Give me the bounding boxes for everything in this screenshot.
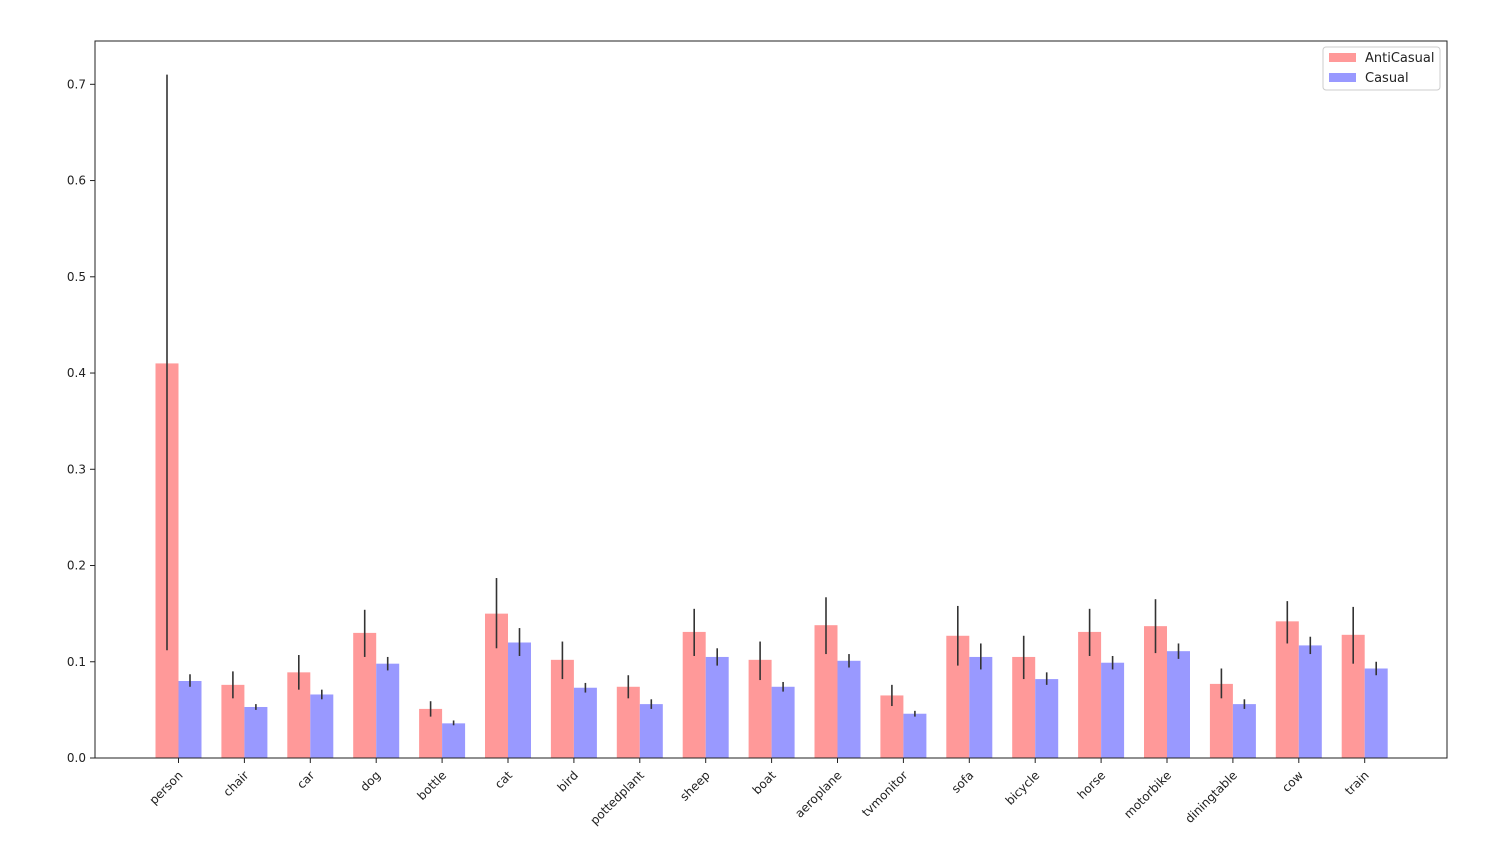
x-tick-label: tvmonitor [859, 768, 910, 819]
x-tick-label: bird [555, 768, 581, 794]
y-tick-label: 0.0 [67, 751, 86, 765]
error-bars-layer [166, 74, 1377, 726]
bar-anticasual-diningtable [1209, 683, 1233, 758]
x-tick-label: train [1342, 768, 1372, 798]
x-tick-label: bottle [415, 768, 450, 803]
bar-anticasual-bicycle [1012, 656, 1036, 758]
x-tick-label: horse [1075, 768, 1109, 802]
legend-swatch-casual [1329, 73, 1356, 82]
bar-anticasual-bottle [419, 708, 443, 758]
x-tick-label: sofa [949, 768, 977, 796]
x-tick-label: chair [221, 768, 252, 799]
bar-casual-aeroplane [837, 660, 861, 758]
x-tick-label: dog [357, 768, 383, 794]
x-axis: person chair car dog bottle cat bird pottedplan… [147, 758, 1372, 828]
bar-casual-dog [376, 663, 400, 758]
bar-anticasual-pottedplant [616, 686, 640, 758]
x-tick-label: diningtable [1182, 768, 1240, 826]
x-tick-label: bicycle [1003, 768, 1043, 808]
y-tick-label: 0.3 [67, 462, 86, 476]
bar-casual-boat [771, 686, 795, 758]
bar-casual-horse [1101, 662, 1125, 758]
y-tick-label: 0.2 [67, 559, 86, 573]
bar-anticasual-cat [485, 613, 508, 758]
bar-anticasual-boat [748, 659, 772, 758]
x-tick-label: car [294, 768, 317, 791]
bar-casual-train [1364, 668, 1388, 758]
y-tick-label: 0.1 [67, 655, 86, 669]
legend-label-casual: Casual [1365, 71, 1409, 86]
x-tick-label: sheep [677, 768, 713, 804]
bar-casual-cow [1298, 645, 1322, 758]
bar-casual-pottedplant [639, 704, 663, 758]
bar-casual-sheep [705, 656, 729, 758]
x-tick-label: pottedplant [588, 768, 648, 828]
legend: AntiCasual Casual [1322, 46, 1441, 91]
bar-anticasual-car [287, 672, 311, 758]
bar-casual-bird [573, 687, 597, 758]
bar-anticasual-sofa [946, 635, 970, 758]
y-tick-label: 0.7 [67, 77, 86, 91]
bar-casual-cat [508, 642, 531, 758]
bar-casual-motorbike [1167, 651, 1190, 758]
y-tick-label: 0.5 [67, 270, 86, 284]
x-tick-label: cat [492, 768, 515, 791]
bars-layer [155, 363, 1388, 758]
bar-anticasual-aeroplane [814, 625, 838, 758]
bar-casual-bicycle [1035, 679, 1059, 758]
bar-casual-chair [244, 706, 268, 758]
x-tick-label: cow [1279, 768, 1306, 795]
bar-anticasual-dog [353, 632, 377, 758]
y-tick-label: 0.6 [67, 174, 86, 188]
bar-casual-bottle [442, 723, 466, 758]
bar-casual-sofa [969, 656, 993, 758]
bar-casual-person [178, 681, 202, 758]
x-tick-label: person [147, 768, 186, 807]
bar-casual-car [310, 694, 334, 758]
bar-casual-diningtable [1232, 704, 1256, 758]
y-axis: 0.0 0.1 0.2 0.3 0.4 0.5 0.6 0.7 [67, 77, 95, 765]
bar-anticasual-tvmonitor [880, 695, 904, 758]
x-tick-label: boat [750, 768, 779, 797]
bar-anticasual-chair [221, 684, 245, 758]
bar-anticasual-motorbike [1144, 626, 1167, 758]
bar-anticasual-cow [1275, 621, 1299, 758]
bar-anticasual-sheep [682, 631, 706, 758]
y-tick-label: 0.4 [67, 366, 86, 380]
legend-swatch-anticasual [1329, 53, 1356, 62]
plot-frame [94, 40, 1448, 759]
bar-anticasual-train [1341, 634, 1365, 758]
x-tick-label: motorbike [1121, 768, 1174, 821]
bar-anticasual-horse [1078, 631, 1102, 758]
x-tick-label: aeroplane [792, 768, 844, 820]
legend-label-anticasual: AntiCasual [1365, 51, 1434, 66]
bar-casual-tvmonitor [903, 713, 927, 758]
bar-anticasual-bird [550, 659, 574, 758]
